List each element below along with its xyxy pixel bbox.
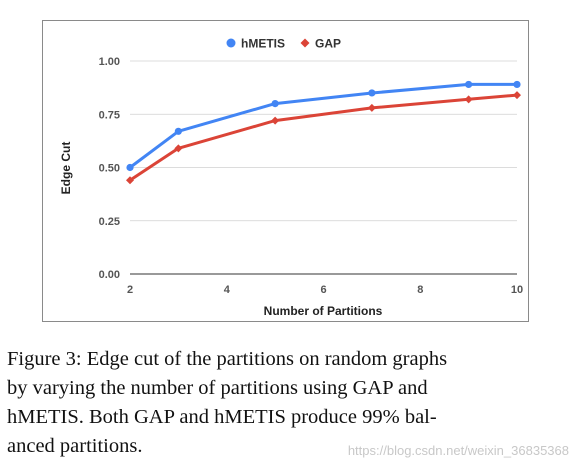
series-lines	[126, 80, 521, 185]
x-axis-title: Number of Partitions	[264, 304, 383, 318]
hmetis-data-point	[465, 80, 473, 89]
gap-data-point	[464, 95, 473, 104]
caption-line: anced partitions.	[7, 435, 143, 457]
gap-series-line	[128, 93, 519, 182]
x-tick-label: 2	[127, 284, 133, 296]
hmetis-data-point	[271, 100, 279, 108]
hmetis-legend-label: hMETIS	[241, 37, 285, 51]
y-tick-label: 0.75	[99, 109, 120, 121]
hmetis-legend-icon	[226, 38, 236, 48]
watermark: https://blog.csdn.net/weixin_36835368	[347, 443, 569, 458]
hmetis-data-point	[368, 89, 376, 97]
chart-frame: 0.00 0.25 0.50 0.75 1.00 2 4 6 8 10 hMETIS GAP Nu…	[42, 20, 529, 322]
y-tick-label: 1.00	[99, 56, 120, 68]
hmetis-data-point	[174, 127, 182, 135]
x-tick-label: 10	[511, 284, 523, 296]
y-tick-label: 0.00	[99, 269, 120, 281]
gap-legend-label: GAP	[315, 37, 341, 51]
hmetis-data-point	[126, 163, 134, 172]
x-tick-label: 6	[320, 284, 326, 296]
x-axis-ticks: 2 4 6 8 10	[127, 284, 523, 296]
x-tick-label: 8	[417, 284, 423, 296]
caption-line: Figure 3: Edge cut of the partitions on …	[7, 348, 448, 370]
hmetis-series-line	[128, 82, 519, 169]
y-tick-label: 0.25	[99, 216, 120, 228]
gap-data-point	[367, 103, 376, 112]
gap-data-point	[271, 116, 280, 125]
y-axis-title: Edge Cut	[59, 142, 73, 195]
caption-line: hMETIS. Both GAP and hMETIS produce 99% …	[7, 406, 437, 428]
gap-data-point	[174, 144, 183, 153]
caption-line: by varying the number of partitions usin…	[7, 377, 428, 399]
hmetis-data-point	[513, 80, 521, 89]
y-axis-ticks: 0.00 0.25 0.50 0.75 1.00	[99, 56, 120, 281]
figure-caption: Figure 3: Edge cut of the partitions on …	[7, 345, 569, 461]
grid-lines	[130, 60, 517, 275]
x-tick-label: 4	[224, 284, 231, 296]
gap-data-point	[513, 91, 521, 100]
gap-data-point	[126, 176, 134, 185]
line-chart: 0.00 0.25 0.50 0.75 1.00 2 4 6 8 10 hMETIS GAP Nu…	[59, 37, 523, 319]
gap-legend-icon	[300, 38, 310, 48]
legend: hMETIS GAP	[226, 37, 341, 51]
y-tick-label: 0.50	[99, 163, 120, 175]
